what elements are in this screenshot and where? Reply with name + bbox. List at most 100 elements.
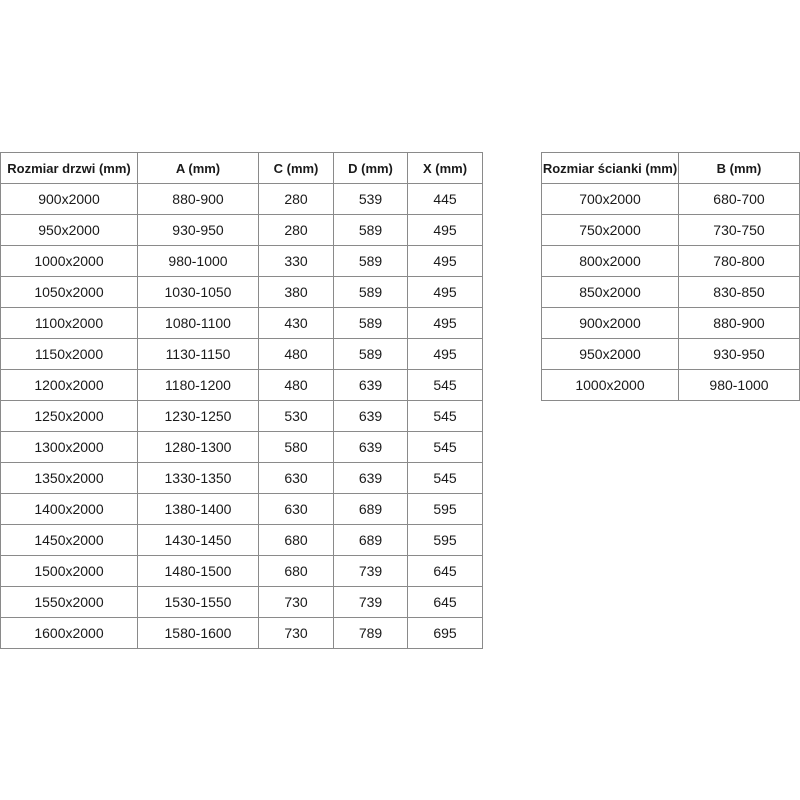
- table-row: 1550x2000 1530-1550 730 739 645: [0, 586, 483, 618]
- table-cell: 1300x2000: [0, 431, 138, 463]
- table-row: 1000x2000 980-1000: [541, 369, 800, 401]
- table-cell: 589: [333, 276, 408, 308]
- table-cell: 1400x2000: [0, 493, 138, 525]
- table-cell: 700x2000: [541, 183, 679, 215]
- table-cell: 680: [258, 524, 334, 556]
- table-cell: 1580-1600: [137, 617, 259, 649]
- table-cell: 830-850: [678, 276, 800, 308]
- table-cell: 1050x2000: [0, 276, 138, 308]
- column-header: Rozmiar drzwi (mm): [0, 152, 138, 184]
- table-cell: 480: [258, 369, 334, 401]
- table-cell: 1100x2000: [0, 307, 138, 339]
- table-cell: 880-900: [678, 307, 800, 339]
- table-cell: 730: [258, 586, 334, 618]
- table-row: 750x2000 730-750: [541, 214, 800, 246]
- table-cell: 539: [333, 183, 408, 215]
- table-cell: 1200x2000: [0, 369, 138, 401]
- table-cell: 1600x2000: [0, 617, 138, 649]
- table-cell: 580: [258, 431, 334, 463]
- table-row: 700x2000 680-700: [541, 183, 800, 215]
- table-cell: 950x2000: [0, 214, 138, 246]
- table-cell: 589: [333, 338, 408, 370]
- table-cell: 589: [333, 245, 408, 277]
- table-row: 900x2000 880-900: [541, 307, 800, 339]
- table-cell: 1000x2000: [0, 245, 138, 277]
- header-row: Rozmiar drzwi (mm) A (mm) C (mm) D (mm) X (m…: [0, 152, 483, 184]
- table-cell: 980-1000: [678, 369, 800, 401]
- column-header: Rozmiar ścianki (mm): [541, 152, 679, 184]
- table-cell: 1130-1150: [137, 338, 259, 370]
- table-cell: 900x2000: [0, 183, 138, 215]
- table-cell: 495: [407, 245, 483, 277]
- table-cell: 495: [407, 276, 483, 308]
- table-cell: 689: [333, 524, 408, 556]
- table-cell: 980-1000: [137, 245, 259, 277]
- table-cell: 595: [407, 493, 483, 525]
- table-cell: 545: [407, 400, 483, 432]
- table-cell: 630: [258, 462, 334, 494]
- table-cell: 330: [258, 245, 334, 277]
- table-cell: 1230-1250: [137, 400, 259, 432]
- table-cell: 789: [333, 617, 408, 649]
- table-row: 1050x2000 1030-1050 380 589 495: [0, 276, 483, 308]
- table-cell: 1430-1450: [137, 524, 259, 556]
- table-cell: 445: [407, 183, 483, 215]
- table-cell: 780-800: [678, 245, 800, 277]
- table-row: 900x2000 880-900 280 539 445: [0, 183, 483, 215]
- table-row: 1450x2000 1430-1450 680 689 595: [0, 524, 483, 556]
- table-cell: 930-950: [678, 338, 800, 370]
- table-cell: 645: [407, 586, 483, 618]
- table-cell: 1180-1200: [137, 369, 259, 401]
- column-header: C (mm): [258, 152, 334, 184]
- table-cell: 639: [333, 462, 408, 494]
- table-cell: 695: [407, 617, 483, 649]
- table-cell: 495: [407, 338, 483, 370]
- table-cell: 495: [407, 307, 483, 339]
- table-cell: 645: [407, 555, 483, 587]
- door-size-table: Rozmiar drzwi (mm) A (mm) C (mm) D (mm) X (m…: [0, 152, 483, 649]
- table-cell: 495: [407, 214, 483, 246]
- table-cell: 1330-1350: [137, 462, 259, 494]
- table-cell: 545: [407, 369, 483, 401]
- table-cell: 680-700: [678, 183, 800, 215]
- table-cell: 589: [333, 214, 408, 246]
- table-cell: 739: [333, 555, 408, 587]
- table-cell: 730-750: [678, 214, 800, 246]
- table-row: 800x2000 780-800: [541, 245, 800, 277]
- table-cell: 1530-1550: [137, 586, 259, 618]
- table-row: 1200x2000 1180-1200 480 639 545: [0, 369, 483, 401]
- table-cell: 750x2000: [541, 214, 679, 246]
- table-row: 1100x2000 1080-1100 430 589 495: [0, 307, 483, 339]
- table-cell: 595: [407, 524, 483, 556]
- table-cell: 530: [258, 400, 334, 432]
- table-cell: 1030-1050: [137, 276, 259, 308]
- column-header: B (mm): [678, 152, 800, 184]
- table-cell: 680: [258, 555, 334, 587]
- table-cell: 950x2000: [541, 338, 679, 370]
- table-row: 1500x2000 1480-1500 680 739 645: [0, 555, 483, 587]
- table-cell: 639: [333, 431, 408, 463]
- table-cell: 1250x2000: [0, 400, 138, 432]
- table-cell: 1280-1300: [137, 431, 259, 463]
- table-cell: 880-900: [137, 183, 259, 215]
- table-cell: 430: [258, 307, 334, 339]
- table-cell: 930-950: [137, 214, 259, 246]
- table-cell: 850x2000: [541, 276, 679, 308]
- header-row: Rozmiar ścianki (mm) B (mm): [541, 152, 800, 184]
- table-cell: 1150x2000: [0, 338, 138, 370]
- table-cell: 280: [258, 214, 334, 246]
- column-header: A (mm): [137, 152, 259, 184]
- table-cell: 730: [258, 617, 334, 649]
- table-cell: 1500x2000: [0, 555, 138, 587]
- table-row: 1350x2000 1330-1350 630 639 545: [0, 462, 483, 494]
- table-cell: 689: [333, 493, 408, 525]
- table-row: 950x2000 930-950 280 589 495: [0, 214, 483, 246]
- table-cell: 900x2000: [541, 307, 679, 339]
- table-row: 1400x2000 1380-1400 630 689 595: [0, 493, 483, 525]
- table-cell: 1350x2000: [0, 462, 138, 494]
- table-cell: 280: [258, 183, 334, 215]
- wall-size-table: Rozmiar ścianki (mm) B (mm) 700x2000 680-7…: [541, 152, 800, 401]
- column-header: D (mm): [333, 152, 408, 184]
- table-row: 1300x2000 1280-1300 580 639 545: [0, 431, 483, 463]
- table-cell: 639: [333, 369, 408, 401]
